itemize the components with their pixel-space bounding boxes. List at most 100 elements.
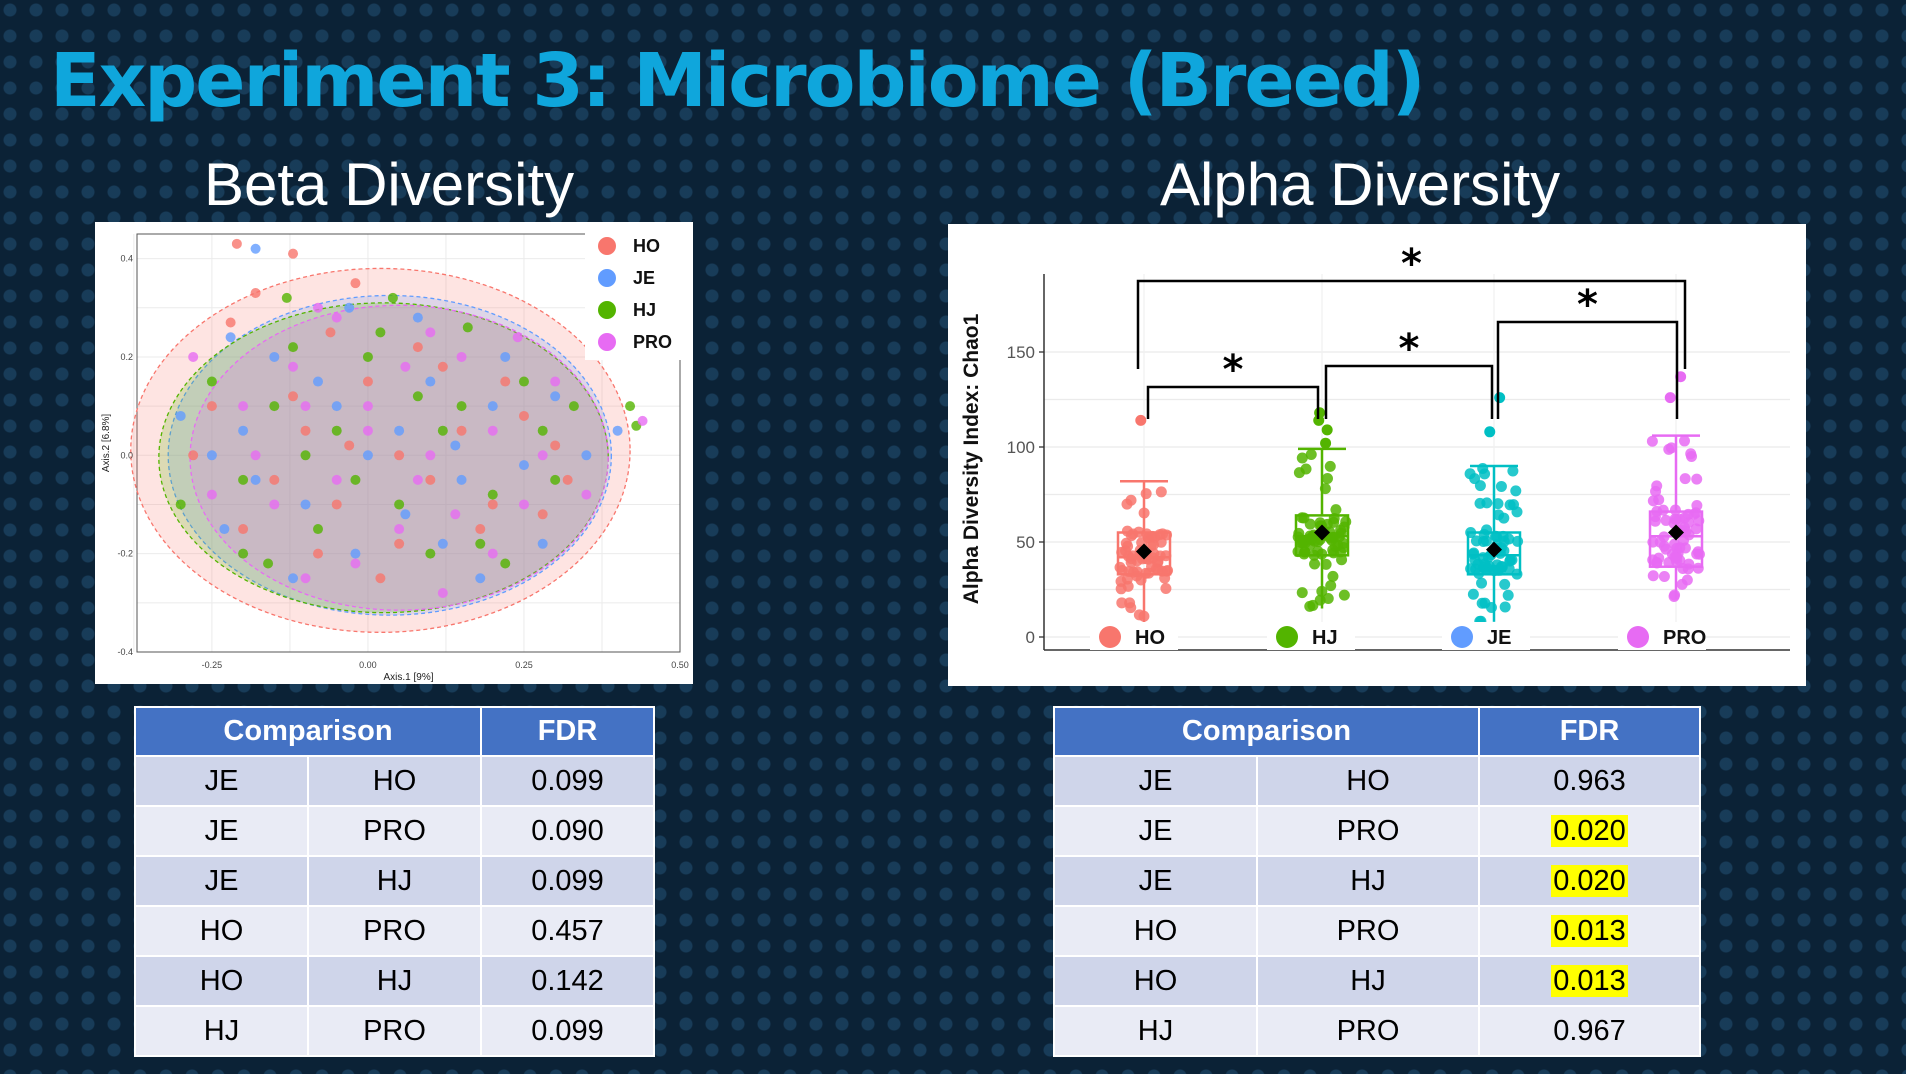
group-b-cell: PRO bbox=[1256, 805, 1480, 857]
data-point-ho bbox=[537, 509, 548, 520]
fdr-cell: 0.013 bbox=[1478, 955, 1701, 1007]
jitter-point-hj bbox=[1300, 463, 1312, 475]
data-point-je bbox=[344, 302, 355, 313]
fdr-cell: 0.099 bbox=[480, 1005, 655, 1057]
significance-star: * bbox=[1401, 241, 1422, 287]
data-point-hj bbox=[238, 548, 249, 559]
significance-star: * bbox=[1223, 347, 1244, 393]
data-point-pro bbox=[350, 558, 361, 569]
group-a-cell: JE bbox=[134, 855, 309, 907]
jitter-point-pro bbox=[1679, 473, 1691, 485]
group-b-cell: PRO bbox=[307, 1005, 482, 1057]
data-point-pro bbox=[487, 548, 498, 559]
data-point-pro bbox=[331, 312, 342, 323]
data-point-hj bbox=[206, 376, 217, 387]
data-point-pro bbox=[581, 489, 592, 500]
fdr-cell: 0.099 bbox=[480, 755, 655, 807]
jitter-point-hj bbox=[1325, 580, 1337, 592]
legend-swatch-je bbox=[598, 269, 616, 287]
data-point-pro bbox=[550, 376, 561, 387]
y-tick-label: 0 bbox=[1026, 628, 1035, 647]
data-point-pro bbox=[362, 425, 373, 436]
fdr-cell: 0.457 bbox=[480, 905, 655, 957]
jitter-point-hj bbox=[1320, 558, 1332, 570]
group-a-cell: JE bbox=[1053, 855, 1258, 907]
legend-swatch-hj bbox=[1276, 626, 1298, 648]
group-a-cell: JE bbox=[1053, 755, 1258, 807]
data-point-pro bbox=[518, 499, 529, 510]
legend-swatch-je bbox=[1451, 626, 1473, 648]
data-point-je bbox=[400, 509, 411, 520]
jitter-point-je bbox=[1507, 465, 1519, 477]
data-point-je bbox=[412, 312, 423, 323]
data-point-hj bbox=[518, 376, 529, 387]
legend-swatch-ho bbox=[1099, 626, 1121, 648]
group-b-cell: HO bbox=[1256, 755, 1480, 807]
jitter-point-pro bbox=[1693, 548, 1705, 560]
data-point-ho bbox=[231, 238, 242, 249]
jitter-point-hj bbox=[1324, 460, 1336, 472]
jitter-point-je bbox=[1503, 533, 1515, 545]
jitter-point-pro bbox=[1647, 570, 1659, 582]
slide-title: Experiment 3: Microbiome (Breed) bbox=[50, 38, 1426, 124]
data-point-hj bbox=[412, 391, 423, 402]
y-tick-label: 0.2 bbox=[120, 352, 133, 362]
group-b-cell: HJ bbox=[1256, 855, 1480, 907]
highlighted-fdr-value: 0.013 bbox=[1551, 914, 1628, 947]
table-row: JE HO 0.963 bbox=[1053, 755, 1701, 807]
table-row: JE PRO 0.090 bbox=[134, 805, 655, 857]
jitter-point-je bbox=[1481, 497, 1493, 509]
data-point-ho bbox=[562, 474, 573, 485]
fdr-cell: 0.090 bbox=[480, 805, 655, 857]
group-a-cell: JE bbox=[1053, 805, 1258, 857]
data-point-hj bbox=[500, 558, 511, 569]
data-point-ho bbox=[238, 524, 249, 535]
data-point-pro bbox=[269, 499, 280, 510]
data-point-ho bbox=[550, 440, 561, 451]
jitter-point-pro bbox=[1649, 511, 1661, 523]
fdr-cell: 0.013 bbox=[1478, 905, 1701, 957]
data-point-ho bbox=[500, 376, 511, 387]
alpha-diversity-subtitle: Alpha Diversity bbox=[1160, 151, 1561, 218]
outlier-point-hj bbox=[1320, 437, 1332, 449]
jitter-point-ho bbox=[1115, 575, 1127, 587]
y-tick-label: -0.2 bbox=[117, 549, 133, 559]
data-point-ho bbox=[437, 361, 448, 372]
data-point-pro bbox=[512, 332, 523, 343]
beta-fdr-table: Comparison FDR JE HO 0.099 JE PRO 0.090 JE HJ 0.… bbox=[134, 706, 655, 1057]
table-row: HO PRO 0.457 bbox=[134, 905, 655, 957]
table-row: JE PRO 0.020 bbox=[1053, 805, 1701, 857]
data-point-ho bbox=[518, 410, 529, 421]
data-point-je bbox=[250, 243, 261, 254]
data-point-je bbox=[450, 440, 461, 451]
jitter-point-je bbox=[1467, 588, 1479, 600]
fdr-cell: 0.020 bbox=[1478, 805, 1701, 857]
jitter-point-ho bbox=[1121, 498, 1133, 510]
data-point-ho bbox=[288, 391, 299, 402]
fdr-cell: 0.020 bbox=[1478, 855, 1701, 907]
jitter-point-hj bbox=[1305, 449, 1317, 461]
x-tick-label: -0.25 bbox=[202, 660, 223, 670]
y-tick-label: 150 bbox=[1007, 343, 1035, 362]
group-b-cell: PRO bbox=[307, 905, 482, 957]
y-tick-label: 0.4 bbox=[120, 254, 133, 264]
data-point-pro bbox=[637, 415, 648, 426]
data-point-pro bbox=[394, 524, 405, 535]
table-row: HO PRO 0.013 bbox=[1053, 905, 1701, 957]
data-point-je bbox=[175, 410, 186, 421]
jitter-point-je bbox=[1483, 560, 1495, 572]
beta-diversity-subtitle: Beta Diversity bbox=[204, 151, 575, 218]
data-point-hj bbox=[362, 351, 373, 362]
mean-marker-hj bbox=[1314, 524, 1330, 541]
data-point-je bbox=[331, 401, 342, 412]
table-row: HJ PRO 0.099 bbox=[134, 1005, 655, 1057]
jitter-point-hj bbox=[1327, 570, 1339, 582]
group-a-cell: HO bbox=[134, 905, 309, 957]
data-point-pro bbox=[537, 450, 548, 461]
jitter-point-je bbox=[1493, 509, 1505, 521]
data-point-je bbox=[206, 450, 217, 461]
jitter-point-pro bbox=[1691, 473, 1703, 485]
legend-swatch-ho bbox=[598, 237, 616, 255]
x-tick-label: 0.50 bbox=[671, 660, 689, 670]
data-point-je bbox=[300, 499, 311, 510]
